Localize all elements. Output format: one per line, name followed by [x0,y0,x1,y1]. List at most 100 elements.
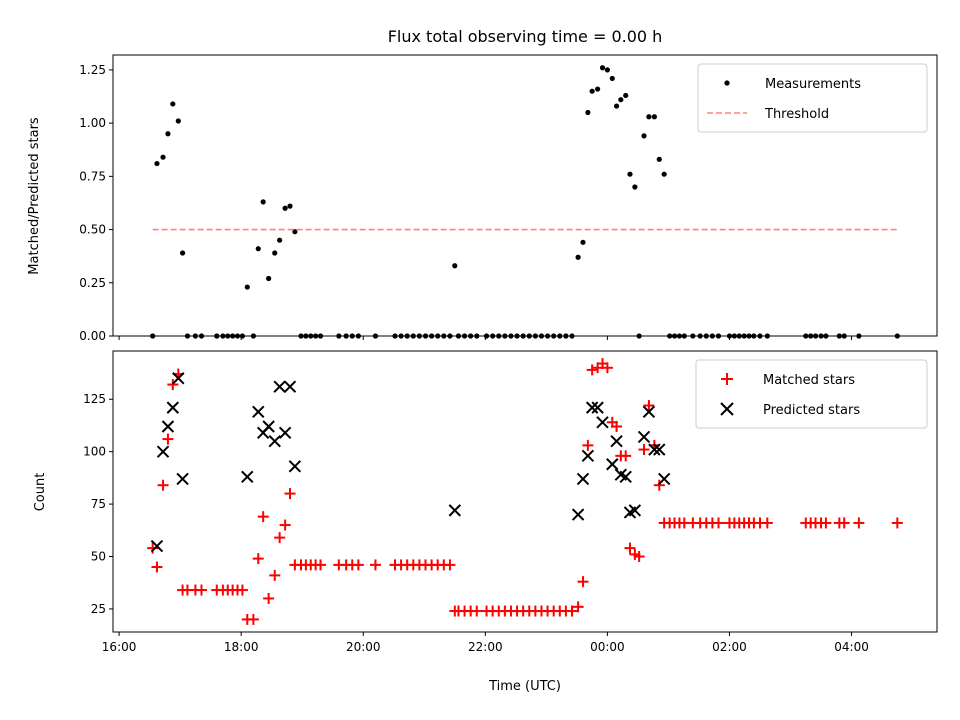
predicted-star-point [156,445,170,458]
predicted-star-point [268,434,281,448]
legend-measurements-marker [724,80,730,86]
measurement-point [244,284,250,290]
predicted-star-point [166,401,180,414]
predicted-star-point [283,380,297,393]
top-legend-box [697,63,928,133]
predicted-star-point [619,470,632,484]
predicted-star-point [606,458,619,471]
measurement-point [599,65,606,71]
predicted-star-point [571,508,585,521]
measurement-point [260,199,266,205]
predicted-star-point [596,416,609,429]
measurement-point [170,101,176,107]
matched-star-point [820,517,832,529]
measurement-point [656,156,662,162]
predicted-star-point [161,420,175,433]
predicted-star-point [610,434,623,448]
x-axis-label: Time (UTC) [488,679,561,694]
matched-star-point [643,400,655,412]
legend-matched-label: Matched stars [763,373,855,388]
matched-star-point [620,450,632,462]
bottom-plot: 16:00 18:00 20:00 22:00 00:00 02:00 04:00 25 50… [33,350,938,694]
predicted-star-point [628,504,642,517]
legend-measurements-label: Measurements [765,77,861,92]
x-tick-label: 00:00 [590,640,625,654]
measurement-point [618,97,624,103]
measurement-point [580,239,586,245]
predicted-star-point [273,380,286,393]
matched-star-point [633,551,645,563]
matched-star-point [611,420,623,432]
matched-star-point [274,532,286,544]
top-y-axis-label: Matched/Predicted stars [27,117,42,275]
x-tick-label: 04:00 [834,640,869,654]
matched-star-point [252,553,264,565]
x-tick-label: 20:00 [346,640,381,654]
measurement-point [604,67,611,73]
bottom-y-axis-label: Count [33,473,48,512]
matched-star-point [315,559,327,571]
top-plot-frame [112,54,938,337]
bottom-legend: Matched stars Predicted stars [695,359,928,429]
y-tick-label: 1.00 [79,116,106,130]
y-tick-label: 25 [91,602,106,616]
measurement-point [646,114,652,120]
x-tick-label: 18:00 [224,640,259,654]
matched-star-point [247,613,259,625]
predicted-star-point [585,401,599,414]
predicted-star-point [262,420,275,433]
chart-title: Flux total observing time = 0.00 h [388,27,663,46]
top-legend: Measurements Threshold [697,63,928,133]
measurement-point [575,254,581,260]
predicted-star-point [288,460,302,473]
matched-star-point [369,559,381,571]
measurement-point [609,75,615,82]
y-tick-label: 1.25 [79,63,106,77]
y-tick-label: 100 [83,445,106,459]
measurement-point [627,171,633,177]
predicted-star-point [252,405,265,419]
predicted-star-point [581,449,595,463]
measurement-point [266,275,272,282]
measurement-point [292,229,298,235]
legend-predicted-marker [720,402,734,416]
matched-star-point [269,569,281,581]
matched-star-point [624,542,636,554]
measurement-point [255,246,261,252]
predicted-star-point [150,539,164,553]
matched-star-point [712,517,724,529]
measurement-point [277,237,283,243]
matched-star-point [263,592,275,604]
bottom-marks [147,358,903,625]
predicted-star-point [576,472,590,486]
measurement-point [272,250,278,256]
matched-star-point [582,439,594,451]
measurement-point [613,103,620,109]
x-tick-label: 22:00 [468,640,503,654]
matched-star-point [761,517,773,529]
measurement-point [175,118,181,124]
bottom-legend-box [695,359,928,429]
measurement-point [632,184,638,190]
y-tick-label: 0.25 [79,276,106,290]
predicted-star-point [642,405,656,419]
legend-predicted-label: Predicted stars [763,403,860,418]
predicted-star-point [172,372,185,385]
measurement-point [651,114,657,120]
matched-star-point [444,559,456,571]
matched-star-point [577,576,589,588]
matched-star-point [572,601,584,613]
bottom-plot-frame [112,350,938,633]
matched-star-point [257,511,269,523]
measurement-point [179,250,186,256]
matched-star-point [838,517,850,529]
matched-star-point [167,379,179,391]
measurement-point [585,109,591,116]
measurement-point [623,92,629,99]
measurement-point [661,171,667,177]
bottom-y-ticks: 25 50 75 100 125 [83,392,113,616]
predicted-star-point [176,472,189,486]
legend-threshold-label: Threshold [764,107,829,122]
matched-star-point [236,584,248,596]
matched-star-point [601,362,613,374]
